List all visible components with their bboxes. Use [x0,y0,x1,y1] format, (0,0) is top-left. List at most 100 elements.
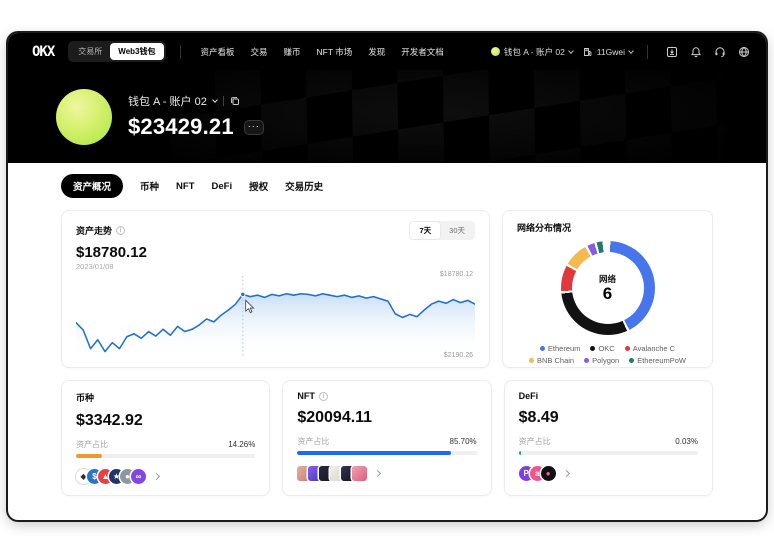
wallet-account-label: 钱包 A - 账户 02 [503,46,565,57]
globe-icon[interactable] [738,46,750,58]
tab-defi[interactable]: DeFi [211,180,233,192]
divider [222,96,224,106]
defi-total-value: $8.49 [518,409,559,426]
nav-menu: 资产看板 交易 赚币 NFT 市场 发现 开发者文档 [201,46,444,58]
trend-chart[interactable]: $18780.12 $2190.26 [76,271,475,359]
gas-price-label: 11Gwei [596,46,625,57]
divider [647,44,648,59]
tab-approvals[interactable]: 授权 [249,182,269,193]
headset-icon[interactable] [714,46,726,58]
product-toggle: 交易所 Web3钱包 [68,41,166,62]
legend-dot [584,358,590,363]
wallet-hero: 钱包 A - 账户 02 $23429.21 ··· [8,70,766,163]
ratio-label: 资产占比 [297,437,330,446]
legend-dot [629,358,635,363]
coin-icon-row: ◆ $ ▲ ★ ● ∞ [76,469,146,484]
wallet-avatar-dot [490,47,500,56]
info-icon[interactable]: i [116,226,126,235]
ratio-label: 资产占比 [518,437,551,446]
tab-coins[interactable]: 币种 [140,182,160,193]
gas-price-selector[interactable]: 11Gwei [583,46,634,57]
divider [179,44,181,59]
nav-item-dashboard[interactable]: 资产看板 [200,46,235,57]
toggle-exchange[interactable]: 交易所 [78,47,103,56]
okx-logo: OKX [32,43,55,60]
nft-thumbnail [352,466,368,481]
chevron-right-icon[interactable] [562,469,570,478]
wallet-avatar [56,88,112,145]
ratio-percent: 0.03% [675,437,698,446]
nav-icon-group [666,46,750,58]
more-actions-button[interactable]: ··· [243,119,264,135]
defi-card-title: DeFi [518,391,539,401]
coins-total-value: $3342.92 [76,412,143,429]
tab-asset-overview[interactable]: 资产概况 [61,174,124,198]
network-legend: Ethereum OKC Avalanche C BNB Chain Polyg… [517,344,698,365]
legend-item: OKC [590,344,615,353]
wallet-name: 钱包 A - 账户 02 [128,96,207,108]
defi-progress-bar [518,451,698,455]
ratio-percent: 14.26% [228,440,256,449]
mouse-cursor-icon [245,299,255,314]
nav-item-nft-market[interactable]: NFT 市场 [316,46,353,57]
tab-nft[interactable]: NFT [176,180,195,192]
donut-center-value: 6 [602,284,613,303]
ratio-percent: 85.70% [449,437,477,446]
toggle-web3-wallet[interactable]: Web3钱包 [110,43,164,60]
gas-pump-icon [583,47,592,56]
trend-hover-date: 2023/01/08 [76,262,114,271]
legend-item: BNB Chain [529,356,574,365]
chart-min-label: $2190.26 [443,352,473,359]
legend-dot [624,346,630,351]
tab-history[interactable]: 交易历史 [285,182,324,193]
nft-total-value: $20094.11 [297,409,373,426]
info-icon[interactable]: i [318,391,328,401]
section-tabs: 资产概况 币种 NFT DeFi 授权 交易历史 [61,174,713,198]
legend-dot [529,358,534,363]
token-icon: ∞ [131,469,146,484]
trend-line-chart [76,275,475,359]
nav-item-dev-docs[interactable]: 开发者文档 [401,46,444,57]
nav-item-discover[interactable]: 发现 [368,46,386,57]
legend-item: Avalanche C [624,344,675,353]
network-donut-chart[interactable]: 网络 6 [560,241,655,335]
download-app-icon[interactable] [666,46,678,58]
chevron-down-icon [628,47,634,54]
nft-thumbnail-row [297,466,368,481]
donut-center-label: 网络 [598,274,616,284]
legend-item: Ethereum [539,344,580,353]
total-balance: $23429.21 [128,114,234,139]
nft-progress-bar [297,451,477,455]
nav-item-earn[interactable]: 赚币 [283,46,301,57]
token-icon: ● [540,466,556,481]
legend-dot [539,346,545,351]
chevron-down-icon [567,47,574,54]
legend-item: Polygon [584,356,619,365]
wallet-account-selector[interactable]: 钱包 A - 账户 02 [490,46,574,58]
ratio-label: 资产占比 [76,440,108,449]
trend-card-title: 资产走势 [76,226,113,236]
nft-summary-card: NFT i $20094.11 资产占比 85.70% [282,380,492,496]
coins-summary-card: 币种 $3342.92 资产占比 14.26% ◆ $ ▲ ★ ● ∞ [61,380,271,496]
top-navbar: OKX 交易所 Web3钱包 资产看板 交易 赚币 NFT 市场 发现 开发者文… [8,33,766,70]
nav-item-trade[interactable]: 交易 [250,46,268,57]
legend-item: EthereumPoW [629,356,686,365]
chevron-right-icon[interactable] [374,469,382,478]
copy-address-icon[interactable] [230,96,240,106]
range-30d-button[interactable]: 30天 [449,226,465,235]
bell-icon[interactable] [690,46,702,58]
trend-hover-value: $18780.12 [76,244,147,261]
chevron-down-icon[interactable] [212,97,218,103]
network-card-title: 网络分布情况 [517,223,572,233]
app-window: OKX 交易所 Web3钱包 资产看板 交易 赚币 NFT 市场 发现 开发者文… [8,33,766,520]
chevron-right-icon[interactable] [152,472,161,481]
nft-card-title: NFT [297,391,315,401]
coins-progress-bar [76,454,256,458]
legend-dot [590,346,596,351]
chart-max-label: $18780.12 [439,271,473,278]
range-7d-button[interactable]: 7天 [410,222,441,239]
network-distribution-card: 网络分布情况 网络 6 Ethereum OKC Avalanche C BNB… [502,210,713,368]
asset-trend-card: 资产走势 i 7天 30天 $18780.12 2023/01/08 [61,210,490,368]
